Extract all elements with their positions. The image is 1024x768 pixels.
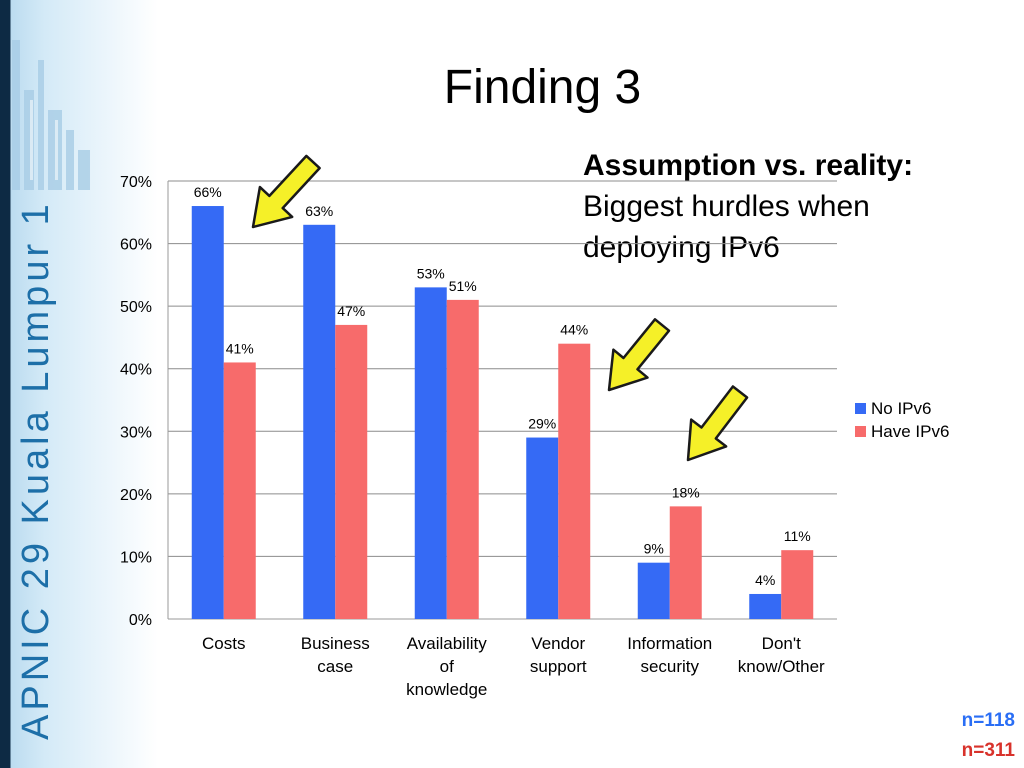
sidebar-decoration: APNIC 29 Kuala Lumpur 1 - 5 March 2010 — [0, 0, 158, 768]
bar — [335, 324, 368, 619]
slide-title: Finding 3 — [443, 61, 642, 114]
event-branding-text: APNIC 29 Kuala Lumpur 1 - 5 March 2010 — [15, 185, 57, 740]
bar — [526, 437, 559, 619]
bar — [558, 343, 591, 619]
y-tick-label: 30% — [120, 424, 152, 441]
chart-legend: No IPv6 Have IPv6 — [855, 397, 949, 443]
x-tick-label: security — [640, 657, 699, 676]
y-tick-label: 40% — [120, 362, 152, 379]
bar — [191, 206, 224, 619]
data-label: 66% — [194, 184, 222, 200]
bar — [223, 362, 256, 619]
bar — [669, 506, 702, 619]
data-label: 41% — [226, 340, 254, 356]
svg-text:APNIC 29 Kuala Lumpur 1 - 5 Ma: APNIC 29 Kuala Lumpur 1 - 5 March 2010 — [15, 185, 57, 740]
legend-swatch-no-ipv6 — [855, 403, 866, 414]
data-label: 29% — [528, 416, 556, 432]
x-tick-label: Don't — [762, 634, 801, 653]
legend-label-have-ipv6: Have IPv6 — [871, 421, 950, 441]
annotation-arrow — [607, 318, 671, 392]
x-tick-label: Costs — [202, 634, 245, 653]
legend-swatch-have-ipv6 — [855, 426, 866, 437]
bar — [637, 562, 670, 619]
y-tick-label: 10% — [120, 549, 152, 566]
data-label: 53% — [417, 265, 445, 281]
x-tick-label: Business — [301, 634, 370, 653]
sample-size-no-ipv6: n=118 — [961, 710, 1015, 731]
bar — [749, 593, 782, 619]
data-label: 47% — [337, 303, 365, 319]
data-label: 9% — [644, 541, 664, 557]
bar — [446, 299, 479, 619]
data-label: 51% — [449, 278, 477, 294]
legend-item-have-ipv6: Have IPv6 — [855, 420, 949, 443]
x-tick-label: support — [530, 657, 587, 676]
y-tick-label: 20% — [120, 487, 152, 504]
bar — [781, 550, 814, 619]
y-tick-label: 50% — [120, 299, 152, 316]
skyline-graphic — [12, 40, 90, 190]
legend-item-no-ipv6: No IPv6 — [855, 397, 949, 420]
data-label: 44% — [560, 322, 588, 338]
x-tick-label: Information — [627, 634, 712, 653]
data-label: 4% — [755, 572, 775, 588]
x-tick-label: Vendor — [531, 634, 585, 653]
bar — [414, 287, 447, 619]
x-tick-label: of — [440, 657, 454, 676]
x-tick-label: Availability — [407, 634, 488, 653]
data-label: 18% — [672, 484, 700, 500]
annotation-arrow — [251, 154, 321, 229]
event-branding: APNIC 29 Kuala Lumpur 1 - 5 March 2010 — [15, 185, 57, 740]
bar — [303, 224, 336, 620]
assumption-text: Biggest hurdles when deploying IPv6 — [583, 190, 870, 264]
annotation-arrow — [686, 385, 749, 462]
legend-label-no-ipv6: No IPv6 — [871, 398, 932, 418]
x-tick-label: know/Other — [738, 657, 825, 676]
sample-size-labels: n=118 n=311 — [962, 706, 1015, 766]
sample-size-have-ipv6: n=311 — [961, 740, 1015, 761]
y-tick-label: 60% — [120, 237, 152, 254]
y-tick-label: 70% — [120, 174, 152, 191]
x-tick-label: knowledge — [406, 680, 487, 699]
y-tick-label: 0% — [129, 612, 152, 629]
x-tick-label: case — [317, 657, 353, 676]
data-label: 63% — [305, 203, 333, 219]
assumption-callout: Assumption vs. reality: Biggest hurdles … — [583, 145, 1003, 268]
data-label: 11% — [784, 528, 811, 544]
assumption-lead: Assumption vs. reality: — [583, 149, 914, 182]
